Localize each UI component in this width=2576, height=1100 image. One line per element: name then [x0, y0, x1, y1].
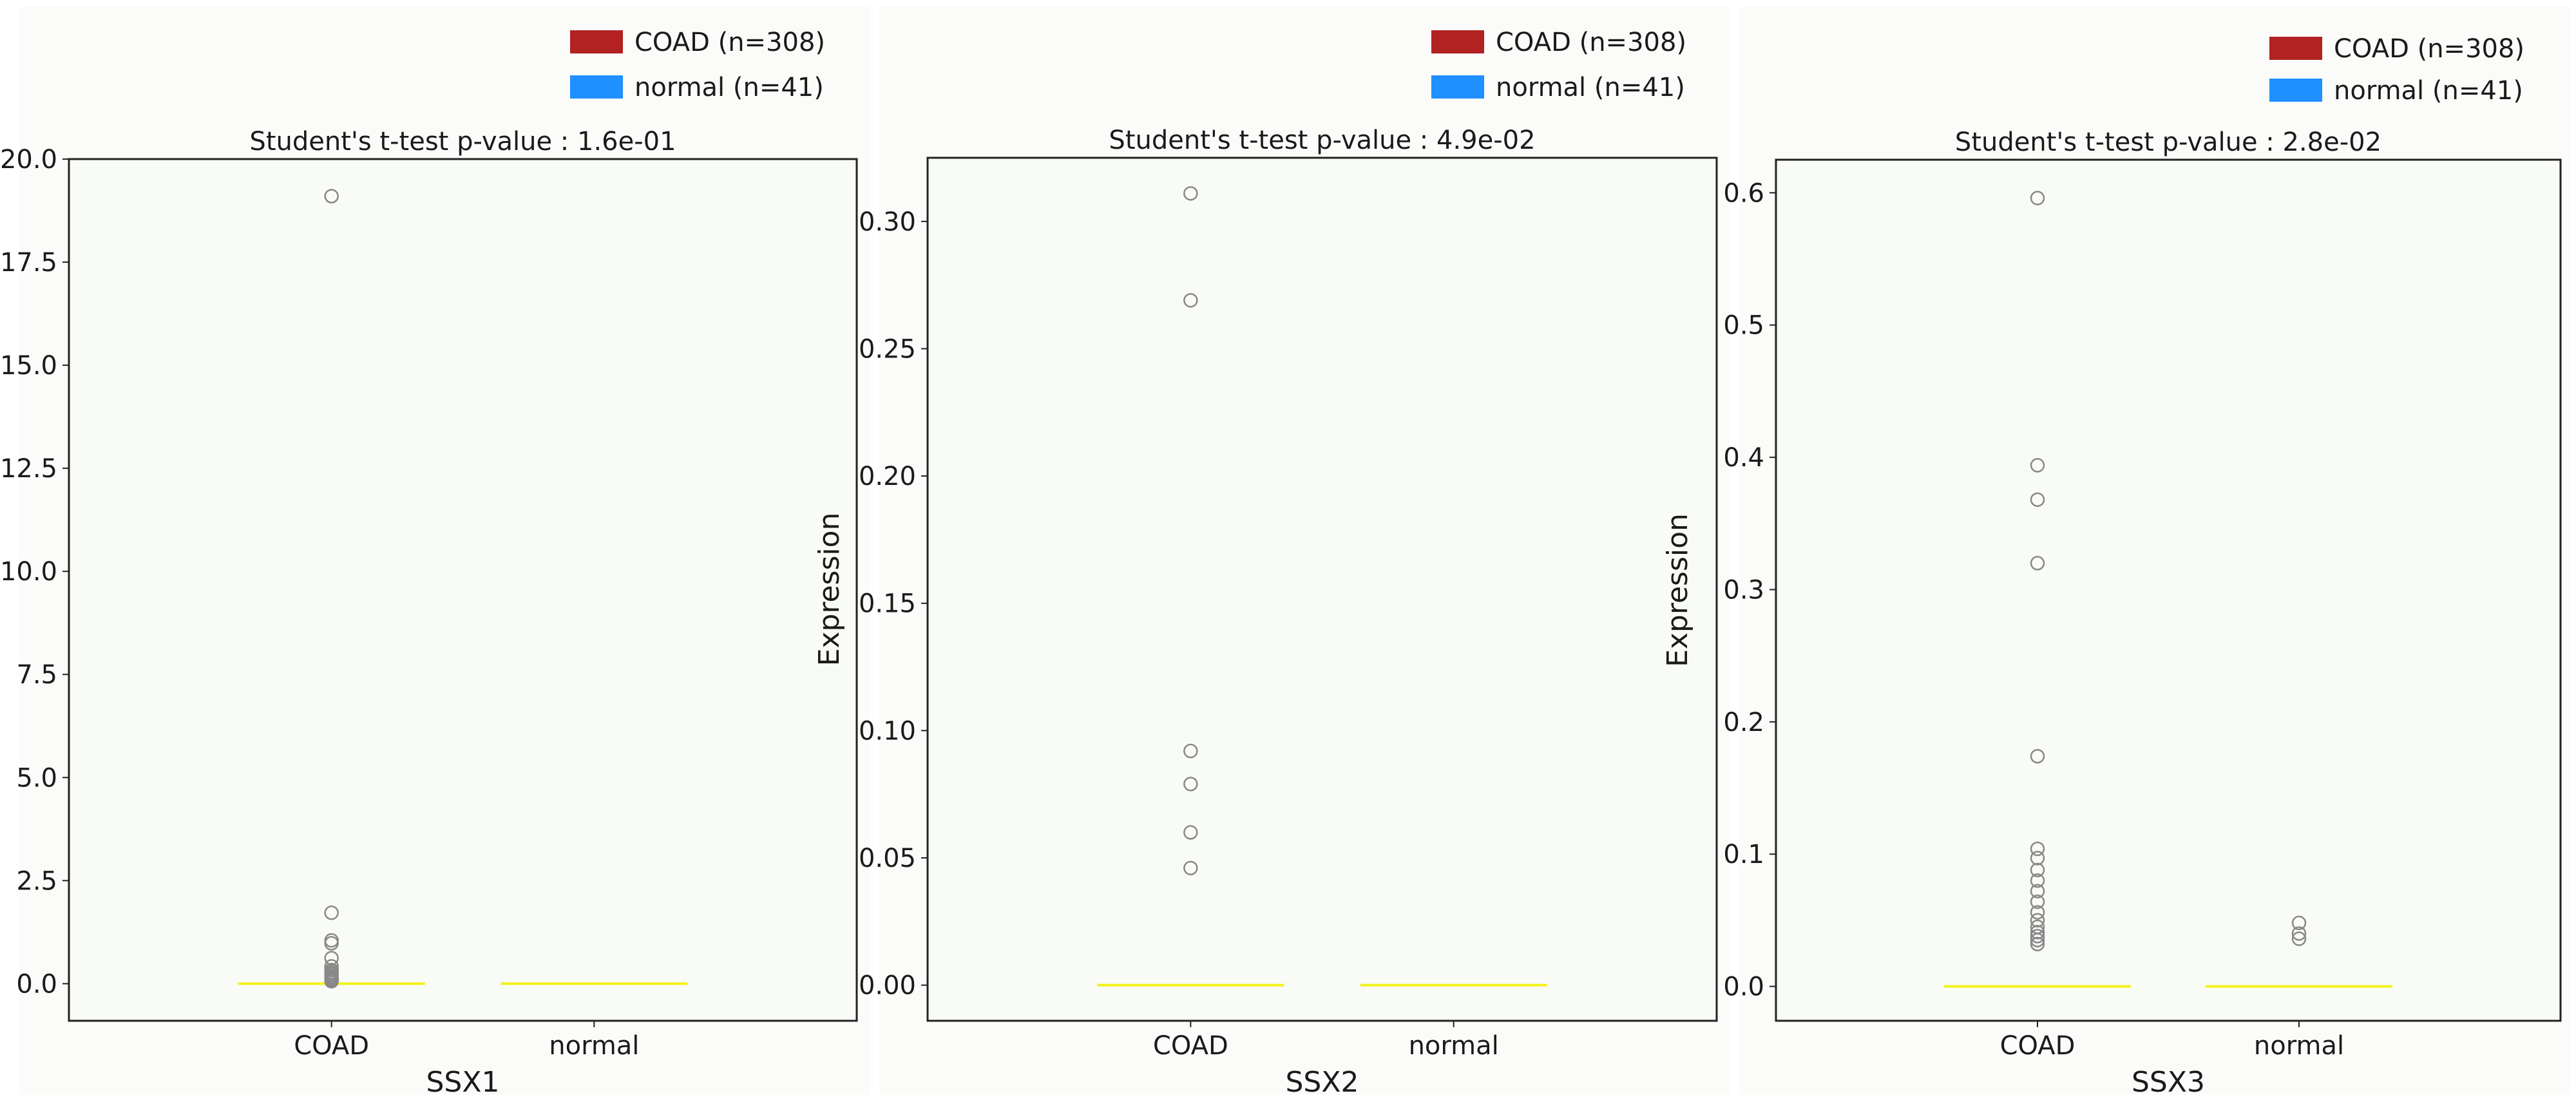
outlier-point [2030, 884, 2045, 898]
x-axis-title: SSX1 [426, 1066, 500, 1099]
legend-label: normal (n=41) [634, 73, 824, 102]
outlier-point [1183, 293, 1198, 308]
y-tick-label: 0.05 [859, 844, 916, 873]
y-tick-label: 15.0 [0, 351, 57, 381]
outlier-point [2030, 841, 2045, 857]
y-tick-label: 0.5 [1723, 311, 1764, 341]
outlier-point [2030, 929, 2045, 944]
plot-area [68, 158, 858, 1022]
outlier-point [2030, 936, 2045, 952]
y-tick-label: 0.15 [859, 589, 916, 619]
legend-label: normal (n=41) [2334, 76, 2523, 106]
chart-panel-ssx2: 0.00 0.05 0.10 0.15 0.20 0.25 0.30 COAD normal SS… [813, 6, 1730, 1099]
x-tick-label: COAD [294, 1031, 369, 1061]
outlier-point [2030, 191, 2045, 205]
outlier-point [2291, 931, 2307, 946]
legend-label: normal (n=41) [1496, 73, 1685, 102]
y-tick-label: 17.5 [0, 248, 57, 278]
outlier-point [2030, 458, 2045, 473]
outlier-point [2030, 862, 2045, 878]
legend-swatch [1431, 30, 1484, 53]
x-tick-label: normal [1409, 1031, 1499, 1061]
outlier-point [2291, 926, 2307, 941]
outlier-point [2030, 905, 2045, 920]
outlier-point [1183, 777, 1198, 792]
y-tick-label: 0.0 [1723, 972, 1764, 1002]
outlier-point [2030, 748, 2045, 764]
chart-panel-ssx3: 0.0 0.1 0.2 0.3 0.4 0.5 0.6 COAD normal SSX3 Expre… [1661, 6, 2570, 1099]
legend-swatch [2269, 37, 2322, 60]
outlier-point [1183, 860, 1198, 876]
outlier-point [324, 936, 339, 951]
plot-area [926, 156, 1718, 1022]
legend-label: COAD (n=308) [634, 28, 825, 57]
y-tick-label: 0.20 [859, 462, 916, 491]
y-tick-label: 10.0 [0, 557, 57, 587]
x-axis-title: SSX2 [1286, 1066, 1359, 1099]
outlier-point [2030, 873, 2045, 888]
y-tick-label: 0.2 [1723, 708, 1764, 737]
outlier-point [2030, 925, 2045, 940]
y-tick-label: 0.3 [1723, 575, 1764, 605]
y-tick-label: 5.0 [16, 763, 57, 793]
y-tick-label: 7.5 [16, 660, 57, 690]
legend-swatch [570, 75, 623, 99]
outlier-point [2030, 556, 2045, 571]
legend-label: COAD (n=308) [1496, 28, 1686, 57]
outlier-point [2030, 913, 2045, 928]
y-tick-label: 0.25 [859, 334, 916, 364]
y-tick-label: 0.6 [1723, 178, 1764, 208]
y-tick-label: 12.5 [0, 454, 57, 484]
outlier-point [324, 906, 339, 920]
chart-panel-ssx1: 0.0 2.5 5.0 7.5 10.0 12.5 15.0 17.5 20.0 COAD norm… [0, 6, 870, 1099]
plot-area [1775, 158, 2562, 1022]
x-tick-label: COAD [2000, 1031, 2075, 1061]
legend-swatch [1431, 75, 1484, 99]
outlier-point [2030, 851, 2045, 866]
outlier-point [1183, 186, 1198, 201]
plot-title: Student's t-test p-value : 4.9e-02 [1109, 126, 1535, 155]
outlier-point [1183, 825, 1198, 840]
x-tick-label: normal [549, 1031, 639, 1061]
y-tick-label: 0.1 [1723, 840, 1764, 869]
outlier-point [2291, 915, 2307, 931]
outlier-point [2030, 492, 2045, 507]
x-tick-label: COAD [1153, 1031, 1228, 1061]
x-tick-label: normal [2254, 1031, 2344, 1061]
y-tick-label: 20.0 [0, 145, 57, 175]
plot-title: Student's t-test p-value : 2.8e-02 [1955, 128, 2381, 157]
y-axis-title: Expression [1661, 513, 1694, 667]
legend-swatch [570, 30, 623, 53]
outlier-point [1183, 743, 1198, 759]
y-tick-label: 0.10 [859, 716, 916, 746]
outlier-point [2030, 933, 2045, 947]
outlier-point [324, 951, 339, 965]
plot-title: Student's t-test p-value : 1.6e-01 [249, 127, 676, 156]
y-tick-label: 2.5 [16, 866, 57, 896]
x-axis-title: SSX3 [2132, 1066, 2205, 1099]
outlier-point [324, 189, 339, 204]
y-tick-label: 0.30 [859, 207, 916, 237]
outlier-point [2030, 894, 2045, 909]
y-tick-label: 0.0 [16, 969, 57, 999]
outlier-point [324, 974, 339, 989]
legend-swatch [2269, 79, 2322, 102]
y-axis-title: Expression [813, 513, 846, 667]
y-tick-label: 0.4 [1723, 443, 1764, 473]
legend-label: COAD (n=308) [2334, 34, 2524, 64]
y-tick-label: 0.00 [859, 971, 916, 1001]
